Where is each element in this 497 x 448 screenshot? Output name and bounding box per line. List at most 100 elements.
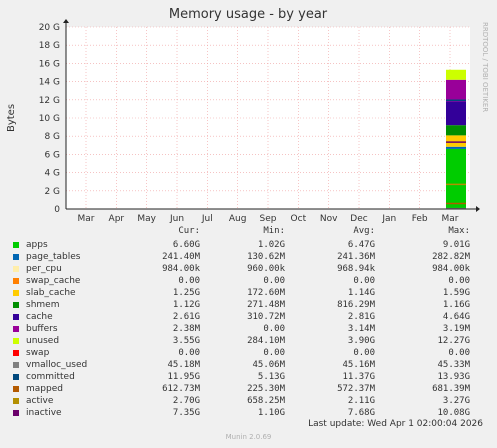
header-cur: Cur: xyxy=(178,226,200,236)
x-tick-label: Feb xyxy=(412,214,428,224)
legend-value-cur: 3.55G xyxy=(172,336,200,346)
legend-value-min: 5.13G xyxy=(257,372,285,382)
legend-value-avg: 241.36M xyxy=(337,252,375,262)
area-apps xyxy=(446,148,466,209)
memory-chart: Memory usage - by year Bytes RRDTOOL / T… xyxy=(6,7,489,224)
x-tick-label: Jan xyxy=(381,214,396,224)
legend-header: Cur: Min: Avg: Max: xyxy=(0,225,497,237)
legend-row-inactive: inactive 7.35G 1.10G 7.68G 10.08G xyxy=(0,407,497,419)
legend-value-cur: 1.12G xyxy=(172,300,200,310)
legend-row-vmalloc_used: vmalloc_used 45.18M 45.06M 45.16M 45.33M xyxy=(0,359,497,371)
legend-label: inactive xyxy=(26,408,62,418)
legend-value-max: 681.39M xyxy=(432,384,470,394)
legend-label: slab_cache xyxy=(26,288,76,298)
legend-label: swap_cache xyxy=(26,276,81,286)
legend-row-apps: apps 6.60G 1.02G 6.47G 9.01G xyxy=(0,239,497,251)
chart-title: Memory usage - by year xyxy=(169,7,328,22)
header-avg: Avg: xyxy=(353,226,375,236)
legend-label: swap xyxy=(26,348,50,358)
legend-swatch xyxy=(13,374,19,380)
x-tick-label: Nov xyxy=(320,214,338,224)
legend-label: shmem xyxy=(26,300,60,310)
y-tick-label: 12 G xyxy=(39,96,60,106)
legend-row-committed: committed 11.95G 5.13G 11.37G 13.93G xyxy=(0,371,497,383)
legend-row-cache: cache 2.61G 310.72M 2.81G 4.64G xyxy=(0,311,497,323)
legend-value-min: 0.00 xyxy=(263,324,285,334)
legend-swatch xyxy=(13,278,19,284)
x-axis-arrow xyxy=(476,206,480,212)
legend-value-avg: 1.14G xyxy=(347,288,375,298)
legend-value-max: 4.64G xyxy=(442,312,470,322)
legend-swatch xyxy=(13,242,19,248)
legend-value-cur: 984.00k xyxy=(162,264,200,274)
legend-label: page_tables xyxy=(26,252,81,262)
legend-label: unused xyxy=(26,336,60,346)
legend-swatch xyxy=(13,326,19,332)
legend-value-max: 3.27G xyxy=(442,396,470,406)
legend-value-min: 172.60M xyxy=(247,288,285,298)
legend-value-avg: 3.90G xyxy=(347,336,375,346)
legend-value-cur: 2.70G xyxy=(172,396,200,406)
legend-value-avg: 11.37G xyxy=(342,372,375,382)
legend-swatch xyxy=(13,350,19,356)
legend-value-avg: 816.29M xyxy=(337,300,375,310)
x-tick-label: Apr xyxy=(109,214,125,224)
legend-label: mapped xyxy=(26,384,63,394)
legend-value-avg: 0.00 xyxy=(353,276,375,286)
legend-value-max: 984.00k xyxy=(432,264,470,274)
legend-value-max: 12.27G xyxy=(437,336,470,346)
legend-swatch xyxy=(13,398,19,404)
memory-stack xyxy=(446,69,466,210)
legend-value-avg: 968.94k xyxy=(337,264,375,274)
legend-value-max: 1.16G xyxy=(442,300,470,310)
area-buffers xyxy=(446,79,466,102)
y-tick-label: 10 G xyxy=(39,114,60,124)
y-ticks: 0 2 G 4 G 6 G 8 G 10 G 12 G 14 G 16 G 18 G 20 G xyxy=(39,23,61,215)
legend-row-mapped: mapped 612.73M 225.30M 572.37M 681.39M xyxy=(0,383,497,395)
legend-value-max: 45.33M xyxy=(437,360,470,370)
legend-swatch xyxy=(13,290,19,296)
legend-value-avg: 2.11G xyxy=(347,396,375,406)
legend-value-avg: 2.81G xyxy=(347,312,375,322)
area-slab_cache xyxy=(446,135,466,147)
legend-row-swap_cache: swap_cache 0.00 0.00 0.00 0.00 xyxy=(0,275,497,287)
legend-row-shmem: shmem 1.12G 271.48M 816.29M 1.16G xyxy=(0,299,497,311)
legend-value-cur: 2.61G xyxy=(172,312,200,322)
grid xyxy=(66,26,470,210)
legend-swatch xyxy=(13,302,19,308)
legend-value-min: 45.06M xyxy=(252,360,285,370)
legend-swatch xyxy=(13,266,19,272)
legend-value-min: 271.48M xyxy=(247,300,285,310)
x-tick-label: Dec xyxy=(350,214,367,224)
x-tick-label: Jun xyxy=(169,214,184,224)
y-tick-label: 20 G xyxy=(39,23,60,33)
legend-row-per_cpu: per_cpu 984.00k 960.00k 968.94k 984.00k xyxy=(0,263,497,275)
legend-value-cur: 45.18M xyxy=(167,360,200,370)
legend-value-min: 960.00k xyxy=(247,264,285,274)
legend-swatch xyxy=(13,386,19,392)
legend-value-min: 310.72M xyxy=(247,312,285,322)
legend-row-slab_cache: slab_cache 1.25G 172.60M 1.14G 1.59G xyxy=(0,287,497,299)
legend-label: active xyxy=(26,396,54,406)
legend-label: apps xyxy=(26,240,48,250)
x-tick-label: May xyxy=(137,214,156,224)
legend-value-min: 284.10M xyxy=(247,336,285,346)
last-update: Last update: Wed Apr 1 02:00:04 2026 xyxy=(308,419,483,429)
legend-value-max: 0.00 xyxy=(448,348,470,358)
legend-value-min: 225.30M xyxy=(247,384,285,394)
legend-value-max: 3.19M xyxy=(442,324,470,334)
header-min: Min: xyxy=(263,226,285,236)
legend-value-min: 0.00 xyxy=(263,348,285,358)
legend-row-unused: unused 3.55G 284.10M 3.90G 12.27G xyxy=(0,335,497,347)
legend-value-max: 13.93G xyxy=(437,372,470,382)
y-tick-label: 4 G xyxy=(44,169,60,179)
legend-value-min: 1.02G xyxy=(257,240,285,250)
header-max: Max: xyxy=(448,226,470,236)
rrdtool-credit: RRDTOOL / TOBI OETIKER xyxy=(481,22,489,112)
legend-value-cur: 612.73M xyxy=(162,384,200,394)
legend-value-min: 0.00 xyxy=(263,276,285,286)
x-tick-label: Mar xyxy=(442,214,459,224)
legend-value-cur: 7.35G xyxy=(172,408,200,418)
legend-row-buffers: buffers 2.38M 0.00 3.14M 3.19M xyxy=(0,323,497,335)
x-tick-label: Aug xyxy=(229,214,247,224)
